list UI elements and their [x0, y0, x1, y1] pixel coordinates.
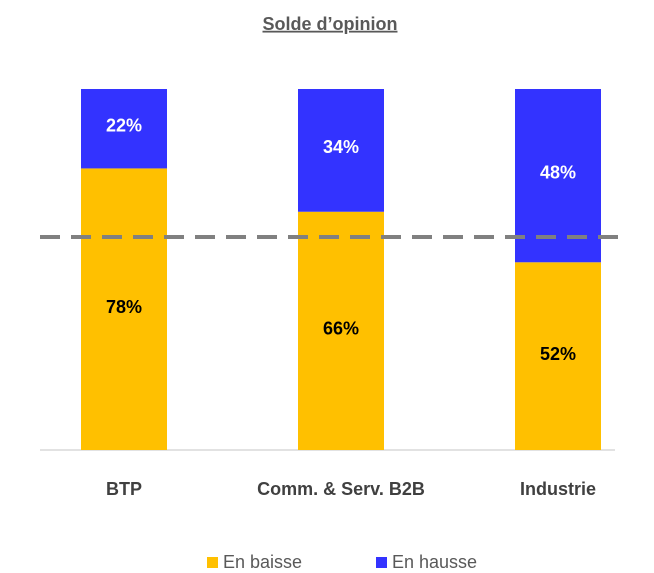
- bar-segment: [298, 89, 384, 212]
- data-label: 78%: [106, 297, 142, 317]
- legend-swatch: [376, 557, 387, 568]
- data-label: 52%: [540, 344, 576, 364]
- bar-segment: [81, 168, 167, 451]
- x-tick-label: Industrie: [520, 479, 596, 499]
- x-tick-label: BTP: [106, 479, 142, 499]
- bar-segment: [515, 262, 601, 450]
- bar-segment: [298, 211, 384, 450]
- legend-swatch: [207, 557, 218, 568]
- data-label: 34%: [323, 137, 359, 157]
- data-label: 48%: [540, 162, 576, 182]
- legend-label: En hausse: [392, 552, 477, 572]
- x-tick-label: Comm. & Serv. B2B: [257, 479, 425, 499]
- data-label: 66%: [323, 319, 359, 339]
- bar-segment: [81, 89, 167, 169]
- legend-label: En baisse: [223, 552, 302, 572]
- chart-title: Solde d’opinion: [263, 14, 398, 34]
- bar-segment: [515, 89, 601, 263]
- data-label: 22%: [106, 115, 142, 135]
